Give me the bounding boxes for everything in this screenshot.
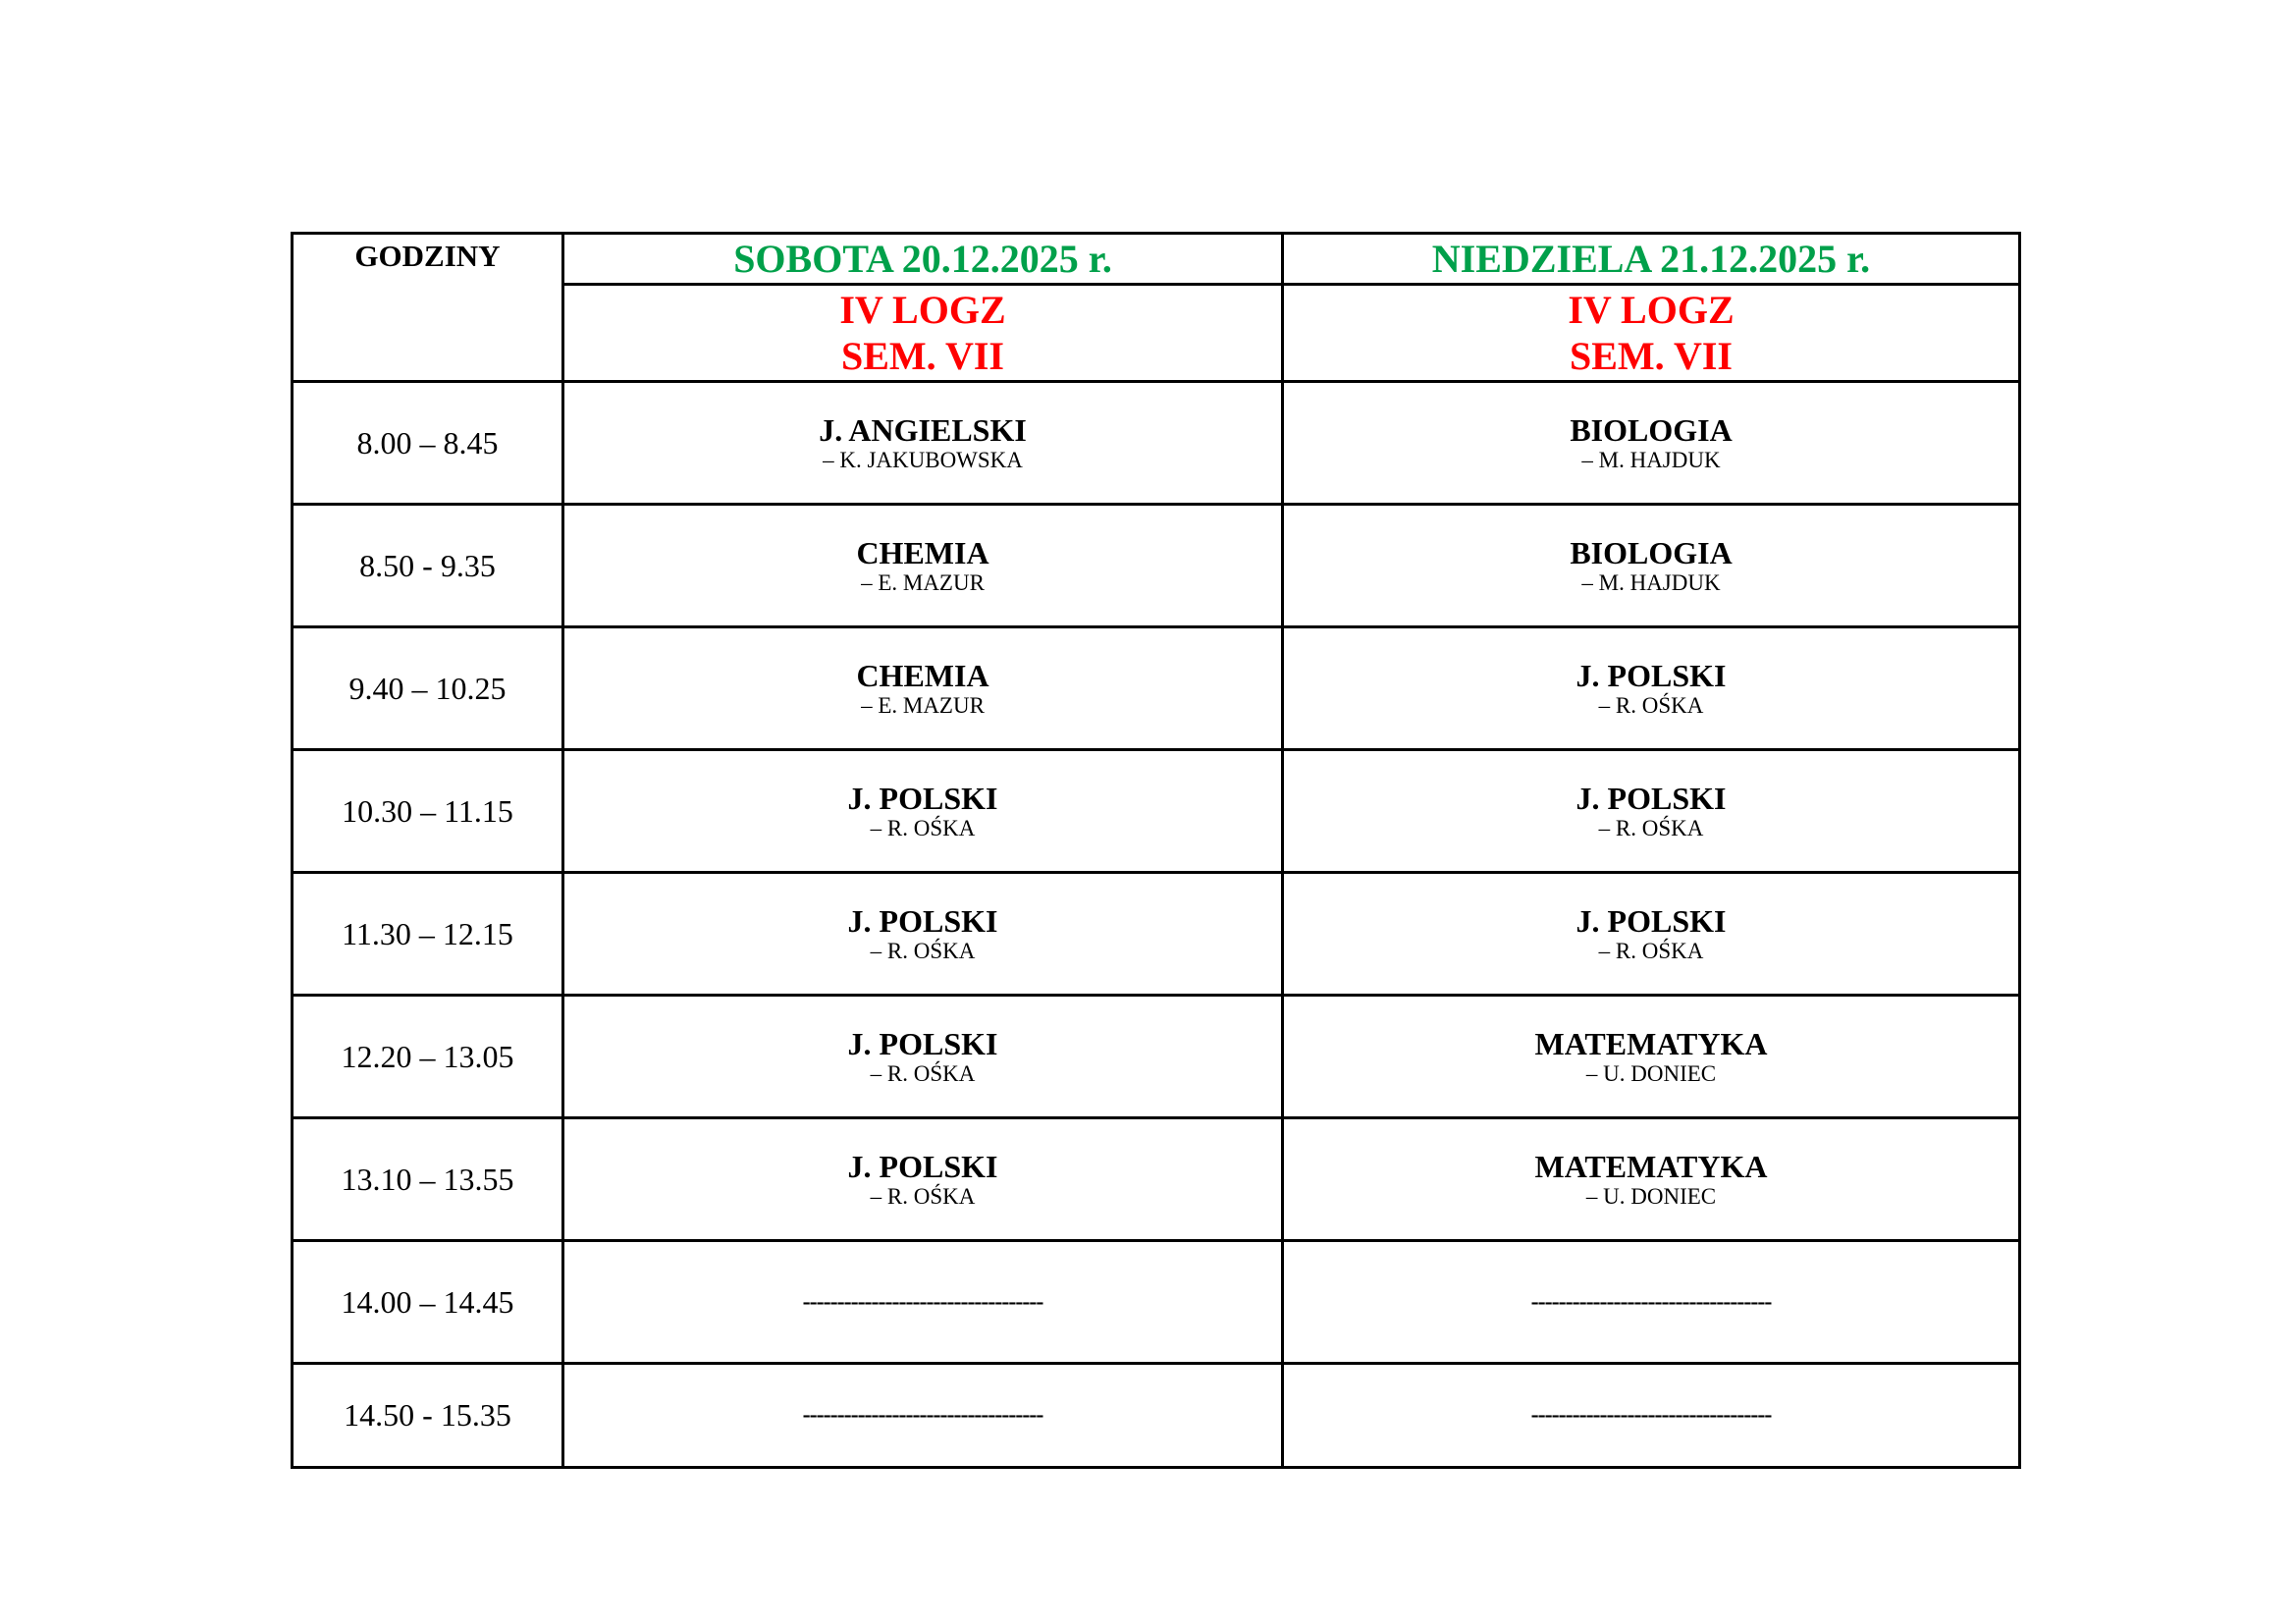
teacher: – R. OŚKA — [1598, 939, 1704, 963]
time-cell: 12.20 – 13.05 — [291, 994, 564, 1119]
schedule-table: GODZINY SOBOTA 20.12.2025 r. NIEDZIELA 2… — [291, 232, 2021, 1469]
time-cell: 9.40 – 10.25 — [291, 625, 564, 751]
teacher: – M. HAJDUK — [1581, 448, 1721, 472]
hours-header: GODZINY — [291, 232, 564, 383]
table-row: 14.00 – 14.45 --------------------------… — [291, 1239, 2021, 1365]
table-row: 11.30 – 12.15 J. POLSKI – R. OŚKA J. POL… — [291, 871, 2021, 997]
subject: J. POLSKI — [847, 1149, 998, 1184]
lesson-cell-sun: BIOLOGIA – M. HAJDUK — [1281, 503, 2021, 628]
lesson-cell-sat: ----------------------------------- — [561, 1362, 1284, 1469]
group-name: IV LOGZ — [1568, 288, 1735, 332]
time-cell: 10.30 – 11.15 — [291, 748, 564, 874]
header-row-group: IV LOGZ SEM. VII IV LOGZ SEM. VII — [293, 283, 2021, 383]
teacher: – E. MAZUR — [861, 693, 985, 718]
semester: SEM. VII — [1570, 334, 1733, 378]
teacher: – R. OŚKA — [870, 1184, 976, 1209]
lesson-cell-sun: BIOLOGIA – M. HAJDUK — [1281, 380, 2021, 506]
lesson-cell-sat: CHEMIA – E. MAZUR — [561, 625, 1284, 751]
table-row: 8.00 – 8.45 J. ANGIELSKI – K. JAKUBOWSKA… — [291, 380, 2021, 506]
subject: J. ANGIELSKI — [819, 412, 1027, 448]
lesson-cell-sat: ----------------------------------- — [561, 1239, 1284, 1365]
subject: J. POLSKI — [847, 1026, 998, 1061]
teacher: – K. JAKUBOWSKA — [823, 448, 1023, 472]
lesson-cell-sat: J. POLSKI – R. OŚKA — [561, 1116, 1284, 1242]
lesson-cell-sun: MATEMATYKA – U. DONIEC — [1281, 1116, 2021, 1242]
time-cell: 8.00 – 8.45 — [291, 380, 564, 506]
subject: ----------------------------------- — [1530, 1288, 1773, 1315]
teacher: – R. OŚKA — [1598, 816, 1704, 840]
day-header-sunday: NIEDZIELA 21.12.2025 r. — [1281, 232, 2021, 286]
teacher: – R. OŚKA — [870, 939, 976, 963]
subject: J. POLSKI — [1575, 781, 1727, 816]
subject: J. POLSKI — [1575, 658, 1727, 693]
subject: ----------------------------------- — [1530, 1402, 1773, 1428]
group-name: IV LOGZ — [839, 288, 1006, 332]
time-cell: 11.30 – 12.15 — [291, 871, 564, 997]
lesson-cell-sun: J. POLSKI – R. OŚKA — [1281, 748, 2021, 874]
table-row: 13.10 – 13.55 J. POLSKI – R. OŚKA MATEMA… — [291, 1116, 2021, 1242]
subject: J. POLSKI — [847, 781, 998, 816]
subject: ----------------------------------- — [802, 1402, 1044, 1428]
subject: J. POLSKI — [847, 903, 998, 939]
subject: BIOLOGIA — [1570, 535, 1733, 570]
subject: CHEMIA — [856, 535, 989, 570]
teacher: – R. OŚKA — [870, 1061, 976, 1086]
semester: SEM. VII — [841, 334, 1004, 378]
subject: MATEMATYKA — [1534, 1026, 1768, 1061]
teacher: – E. MAZUR — [861, 570, 985, 595]
teacher: – U. DONIEC — [1585, 1184, 1717, 1209]
table-row: 8.50 - 9.35 CHEMIA – E. MAZUR BIOLOGIA –… — [291, 503, 2021, 628]
day-header-saturday: SOBOTA 20.12.2025 r. — [561, 232, 1284, 286]
subject: J. POLSKI — [1575, 903, 1727, 939]
lesson-cell-sun: J. POLSKI – R. OŚKA — [1281, 625, 2021, 751]
table-row: 10.30 – 11.15 J. POLSKI – R. OŚKA J. POL… — [291, 748, 2021, 874]
lesson-cell-sat: J. ANGIELSKI – K. JAKUBOWSKA — [561, 380, 1284, 506]
teacher: – M. HAJDUK — [1581, 570, 1721, 595]
table-row: 12.20 – 13.05 J. POLSKI – R. OŚKA MATEMA… — [291, 994, 2021, 1119]
lesson-cell-sun: ----------------------------------- — [1281, 1239, 2021, 1365]
teacher: – R. OŚKA — [1598, 693, 1704, 718]
header-row-dates: GODZINY SOBOTA 20.12.2025 r. NIEDZIELA 2… — [291, 232, 2021, 383]
subject: MATEMATYKA — [1534, 1149, 1768, 1184]
teacher: – R. OŚKA — [870, 816, 976, 840]
subject: BIOLOGIA — [1570, 412, 1733, 448]
teacher: – U. DONIEC — [1585, 1061, 1717, 1086]
lesson-cell-sat: J. POLSKI – R. OŚKA — [561, 871, 1284, 997]
table-row: 14.50 - 15.35 --------------------------… — [291, 1362, 2021, 1469]
lesson-cell-sat: CHEMIA – E. MAZUR — [561, 503, 1284, 628]
subject: CHEMIA — [856, 658, 989, 693]
group-header-saturday: IV LOGZ SEM. VII — [561, 283, 1284, 383]
group-header-sunday: IV LOGZ SEM. VII — [1281, 283, 2021, 383]
time-cell: 14.50 - 15.35 — [291, 1362, 564, 1469]
time-cell: 13.10 – 13.55 — [291, 1116, 564, 1242]
table-row: 9.40 – 10.25 CHEMIA – E. MAZUR J. POLSKI… — [291, 625, 2021, 751]
lesson-cell-sun: J. POLSKI – R. OŚKA — [1281, 871, 2021, 997]
lesson-cell-sun: ----------------------------------- — [1281, 1362, 2021, 1469]
time-cell: 8.50 - 9.35 — [291, 503, 564, 628]
time-cell: 14.00 – 14.45 — [291, 1239, 564, 1365]
subject: ----------------------------------- — [802, 1288, 1044, 1315]
lesson-cell-sun: MATEMATYKA – U. DONIEC — [1281, 994, 2021, 1119]
lesson-cell-sat: J. POLSKI – R. OŚKA — [561, 994, 1284, 1119]
lesson-cell-sat: J. POLSKI – R. OŚKA — [561, 748, 1284, 874]
